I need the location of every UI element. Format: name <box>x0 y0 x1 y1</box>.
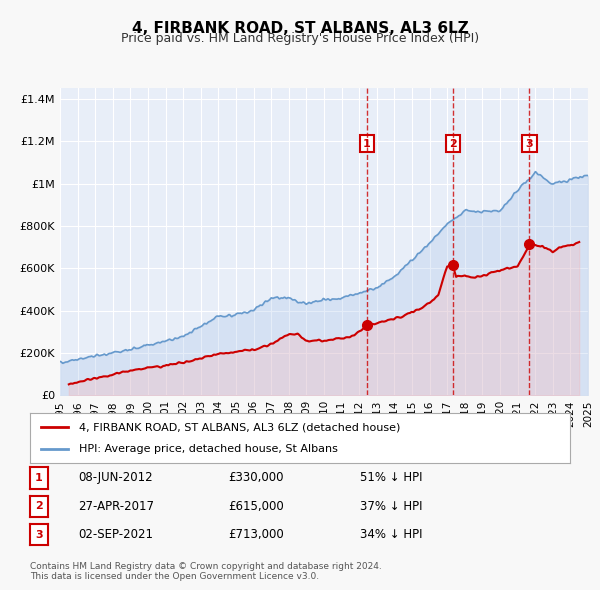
Text: 4, FIRBANK ROAD, ST ALBANS, AL3 6LZ (detached house): 4, FIRBANK ROAD, ST ALBANS, AL3 6LZ (det… <box>79 422 400 432</box>
Text: 1: 1 <box>363 139 371 149</box>
Text: 3: 3 <box>35 530 43 539</box>
Text: 08-JUN-2012: 08-JUN-2012 <box>78 471 152 484</box>
Text: Contains HM Land Registry data © Crown copyright and database right 2024.
This d: Contains HM Land Registry data © Crown c… <box>30 562 382 581</box>
Text: 51% ↓ HPI: 51% ↓ HPI <box>360 471 422 484</box>
Text: £615,000: £615,000 <box>228 500 284 513</box>
Text: Price paid vs. HM Land Registry's House Price Index (HPI): Price paid vs. HM Land Registry's House … <box>121 32 479 45</box>
Text: 27-APR-2017: 27-APR-2017 <box>78 500 154 513</box>
Text: 2: 2 <box>449 139 457 149</box>
Text: 1: 1 <box>35 473 43 483</box>
Text: 02-SEP-2021: 02-SEP-2021 <box>78 528 153 541</box>
Text: 3: 3 <box>526 139 533 149</box>
Text: 34% ↓ HPI: 34% ↓ HPI <box>360 528 422 541</box>
Text: £330,000: £330,000 <box>228 471 284 484</box>
Text: 2: 2 <box>35 502 43 511</box>
Text: HPI: Average price, detached house, St Albans: HPI: Average price, detached house, St A… <box>79 444 337 454</box>
Text: £713,000: £713,000 <box>228 528 284 541</box>
Text: 37% ↓ HPI: 37% ↓ HPI <box>360 500 422 513</box>
Text: 4, FIRBANK ROAD, ST ALBANS, AL3 6LZ: 4, FIRBANK ROAD, ST ALBANS, AL3 6LZ <box>131 21 469 35</box>
